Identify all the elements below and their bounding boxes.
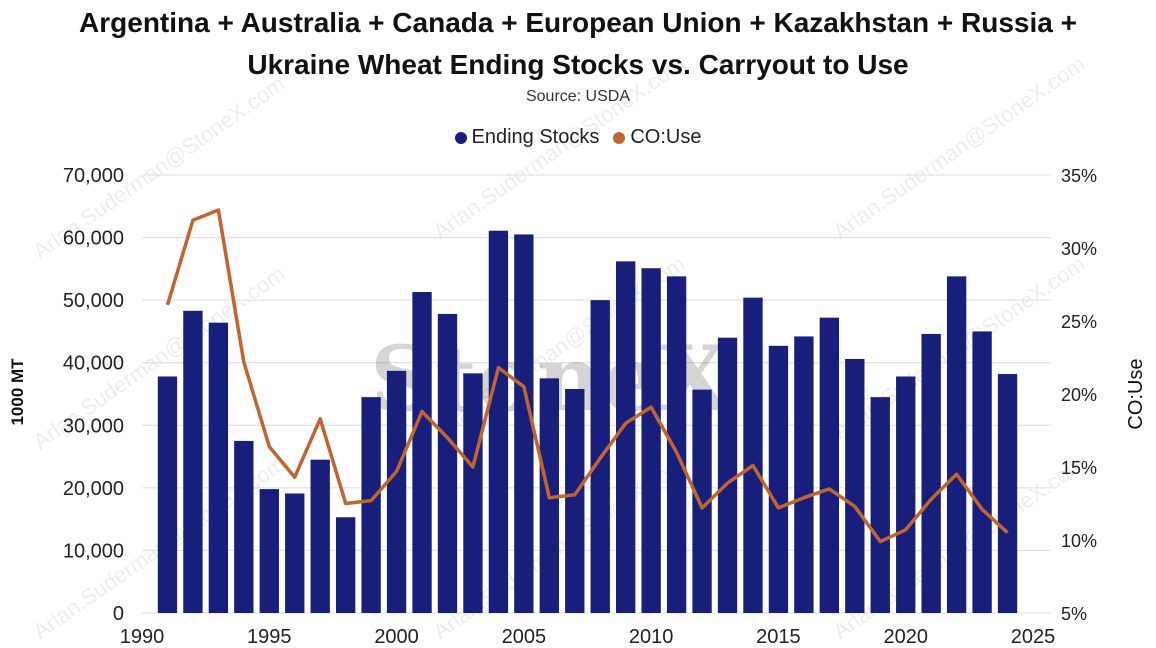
- chart-title: Argentina + Australia + Canada + Europea…: [0, 2, 1156, 86]
- bar-ending-stocks: [921, 333, 941, 613]
- y2-tick-label: 30%: [1061, 239, 1097, 259]
- x-tick-label: 1990: [120, 626, 165, 648]
- x-tick-label: 2005: [502, 626, 547, 648]
- bar-ending-stocks: [310, 459, 330, 613]
- watermark-text: Arlan.Suderman@StoneX.com: [829, 51, 1090, 244]
- x-tick-label: 1995: [247, 626, 292, 648]
- bar-ending-stocks: [692, 389, 712, 613]
- bar-ending-stocks: [870, 397, 890, 613]
- legend: Ending Stocks CO:Use: [0, 126, 1156, 149]
- bar-ending-stocks: [361, 397, 381, 613]
- y2-tick-label: 35%: [1061, 166, 1097, 186]
- y-tick-label: 30,000: [63, 415, 124, 437]
- bar-ending-stocks: [972, 331, 992, 613]
- y-tick-label: 0: [113, 603, 124, 625]
- bar-ending-stocks: [386, 370, 407, 613]
- bar-ending-stocks: [743, 297, 763, 613]
- y2-tick-label: 25%: [1061, 312, 1097, 332]
- legend-label-ending-stocks: Ending Stocks: [471, 126, 600, 148]
- bar-ending-stocks: [794, 336, 814, 613]
- y-axis-right-title: CO:Use: [1125, 358, 1147, 429]
- x-tick-label: 2025: [1011, 626, 1056, 648]
- y2-tick-label: 20%: [1061, 385, 1097, 405]
- bar-ending-stocks: [234, 440, 254, 613]
- y-tick-label: 50,000: [63, 290, 124, 312]
- legend-marker-ending-stocks: [454, 131, 467, 144]
- bar-ending-stocks: [208, 322, 229, 613]
- legend-label-co-use: CO:Use: [630, 126, 702, 148]
- y-tick-label: 40,000: [63, 353, 124, 375]
- y2-tick-label: 10%: [1061, 531, 1097, 551]
- bar-ending-stocks: [335, 517, 356, 613]
- bar-series-ending-stocks: [157, 230, 1018, 613]
- bar-ending-stocks: [717, 337, 738, 613]
- y-axis-right-ticks: 5% 10% 15% 20% 25% 30% 35%: [1061, 166, 1097, 624]
- y-axis-left-title: 1000 MT: [8, 358, 27, 426]
- bar-ending-stocks: [412, 292, 432, 613]
- x-tick-label: 2020: [883, 626, 928, 648]
- y-tick-label: 70,000: [63, 165, 124, 187]
- chart-title-line-2: Ukraine Wheat Ending Stocks vs. Carryout…: [247, 49, 909, 80]
- watermark-text: Arlan.Suderman@StoneX.com: [429, 51, 690, 244]
- bar-ending-stocks: [565, 388, 585, 613]
- bar-ending-stocks: [997, 373, 1018, 613]
- bar-ending-stocks: [514, 234, 534, 613]
- bar-ending-stocks: [437, 313, 458, 613]
- bar-ending-stocks: [946, 276, 967, 613]
- x-axis-ticks: 1990 1995 2000 2005 2010 2015 2020 2025: [120, 626, 1056, 648]
- y2-tick-label: 5%: [1061, 604, 1087, 624]
- x-tick-label: 2000: [374, 626, 419, 648]
- x-tick-label: 2015: [756, 626, 801, 648]
- bar-ending-stocks: [463, 373, 483, 613]
- y-tick-label: 60,000: [63, 228, 124, 250]
- y-axis-left-ticks: 0 10,000 20,000 30,000 40,000 50,000 60,000 70,…: [63, 165, 124, 625]
- y-tick-label: 20,000: [63, 478, 124, 500]
- bar-ending-stocks: [641, 268, 661, 613]
- chart-title-line-1: Argentina + Australia + Canada + Europea…: [79, 7, 1077, 38]
- legend-marker-co-use: [613, 131, 626, 144]
- bar-ending-stocks: [488, 230, 509, 613]
- bar-ending-stocks: [819, 317, 840, 613]
- legend-item-ending-stocks[interactable]: Ending Stocks: [454, 126, 600, 149]
- y-tick-label: 10,000: [63, 540, 124, 562]
- x-tick-label: 2010: [629, 626, 674, 648]
- bar-ending-stocks: [845, 358, 865, 613]
- legend-item-co-use[interactable]: CO:Use: [613, 126, 701, 149]
- bar-ending-stocks: [259, 489, 279, 613]
- line-series-co-use: [165, 208, 1009, 544]
- bar-ending-stocks: [183, 310, 203, 613]
- chart-subtitle: Source: USDA: [525, 88, 631, 105]
- y2-tick-label: 15%: [1061, 458, 1097, 478]
- bar-ending-stocks: [768, 345, 789, 613]
- bar-ending-stocks: [896, 376, 916, 613]
- bar-ending-stocks: [616, 261, 636, 613]
- bar-ending-stocks: [157, 376, 178, 613]
- bar-ending-stocks: [285, 493, 305, 613]
- bar-ending-stocks: [666, 276, 687, 613]
